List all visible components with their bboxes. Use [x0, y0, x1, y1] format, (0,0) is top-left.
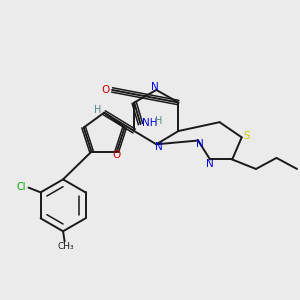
Text: N: N	[196, 139, 204, 149]
Text: S: S	[243, 131, 250, 141]
Text: N: N	[155, 142, 163, 152]
Text: O: O	[113, 150, 121, 161]
Text: H: H	[155, 116, 163, 126]
Text: NH: NH	[142, 118, 157, 128]
Text: N: N	[151, 82, 159, 92]
Text: H: H	[94, 104, 101, 115]
Text: O: O	[101, 85, 109, 95]
Text: CH₃: CH₃	[58, 242, 74, 250]
Text: Cl: Cl	[17, 182, 26, 192]
Text: N: N	[206, 159, 214, 169]
